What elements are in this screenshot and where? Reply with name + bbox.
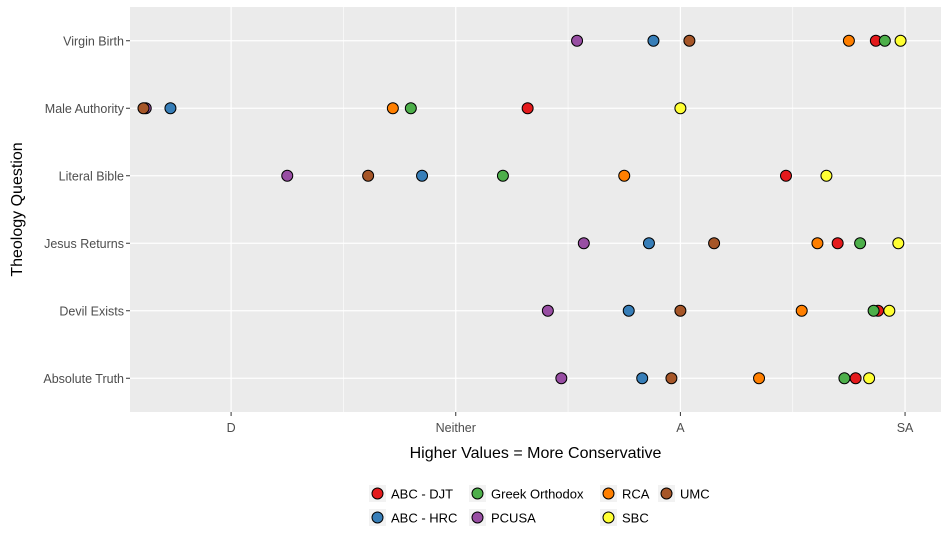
y-tick-label: Devil Exists bbox=[59, 304, 124, 318]
legend-key-dot bbox=[371, 511, 384, 524]
x-tick-label: Neither bbox=[436, 421, 476, 435]
y-tick-label: Male Authority bbox=[45, 102, 125, 116]
legend-key-dot bbox=[602, 511, 615, 524]
legend-key-dot bbox=[471, 487, 484, 500]
point-umc bbox=[665, 372, 678, 385]
point-abc-hrc bbox=[642, 237, 655, 250]
point-sbc bbox=[892, 237, 905, 250]
point-sbc bbox=[883, 304, 896, 317]
data-points bbox=[137, 34, 907, 385]
legend-key-dot bbox=[371, 487, 384, 500]
point-umc bbox=[674, 304, 687, 317]
point-abc-hrc bbox=[636, 372, 649, 385]
x-tick-label: SA bbox=[897, 421, 914, 435]
point-abc-djt bbox=[831, 237, 844, 250]
legend-key-dot bbox=[602, 487, 615, 500]
point-abc-djt bbox=[521, 102, 534, 115]
legend-key-dot bbox=[660, 487, 673, 500]
plot-panel bbox=[130, 7, 941, 412]
point-umc bbox=[708, 237, 721, 250]
point-rca bbox=[753, 372, 766, 385]
point-pcusa bbox=[577, 237, 590, 250]
point-greek-orthodox bbox=[854, 237, 867, 250]
point-pcusa bbox=[541, 304, 554, 317]
point-greek-orthodox bbox=[878, 34, 891, 47]
x-tick-label: D bbox=[227, 421, 236, 435]
legend-label: SBC bbox=[622, 511, 649, 526]
point-sbc bbox=[863, 372, 876, 385]
y-tick-label: Literal Bible bbox=[59, 169, 124, 183]
legend-label: ABC - HRC bbox=[391, 511, 457, 526]
x-axis: D Neither A SA bbox=[227, 412, 914, 435]
point-abc-djt bbox=[779, 169, 792, 182]
x-tick-label: A bbox=[676, 421, 685, 435]
y-axis: Virgin Birth Male Authority Literal Bible J… bbox=[43, 34, 130, 386]
point-sbc bbox=[894, 34, 907, 47]
point-umc bbox=[362, 169, 375, 182]
point-pcusa bbox=[555, 372, 568, 385]
legend-label: RCA bbox=[622, 487, 650, 502]
point-greek-orthodox bbox=[838, 372, 851, 385]
legend-label: Greek Orthodox bbox=[491, 487, 584, 502]
point-pcusa bbox=[571, 34, 584, 47]
y-tick-label: Virgin Birth bbox=[63, 34, 124, 48]
legend-label: UMC bbox=[680, 487, 710, 502]
point-abc-hrc bbox=[416, 169, 429, 182]
point-rca bbox=[386, 102, 399, 115]
point-rca bbox=[842, 34, 855, 47]
point-umc bbox=[137, 102, 150, 115]
legend-key-dot bbox=[471, 511, 484, 524]
y-tick-label: Absolute Truth bbox=[43, 372, 124, 386]
legend-label: ABC - DJT bbox=[391, 487, 453, 502]
legend: ABC - DJT ABC - HRC Greek Orthodox PCUSA RCA… bbox=[369, 485, 710, 526]
point-greek-orthodox bbox=[404, 102, 417, 115]
point-greek-orthodox bbox=[496, 169, 509, 182]
major-gridlines bbox=[130, 7, 941, 412]
point-umc bbox=[683, 34, 696, 47]
point-rca bbox=[795, 304, 808, 317]
point-abc-hrc bbox=[164, 102, 177, 115]
x-axis-title: Higher Values = More Conservative bbox=[410, 445, 662, 462]
point-abc-hrc bbox=[647, 34, 660, 47]
point-rca bbox=[618, 169, 631, 182]
point-pcusa bbox=[281, 169, 294, 182]
point-abc-djt bbox=[849, 372, 862, 385]
y-axis-title: Theology Question bbox=[9, 142, 26, 276]
minor-gridlines bbox=[343, 7, 794, 412]
point-rca bbox=[811, 237, 824, 250]
point-abc-hrc bbox=[622, 304, 635, 317]
legend-label: PCUSA bbox=[491, 511, 536, 526]
point-sbc bbox=[820, 169, 833, 182]
point-greek-orthodox bbox=[867, 304, 880, 317]
y-tick-label: Jesus Returns bbox=[44, 237, 124, 251]
point-sbc bbox=[674, 102, 687, 115]
